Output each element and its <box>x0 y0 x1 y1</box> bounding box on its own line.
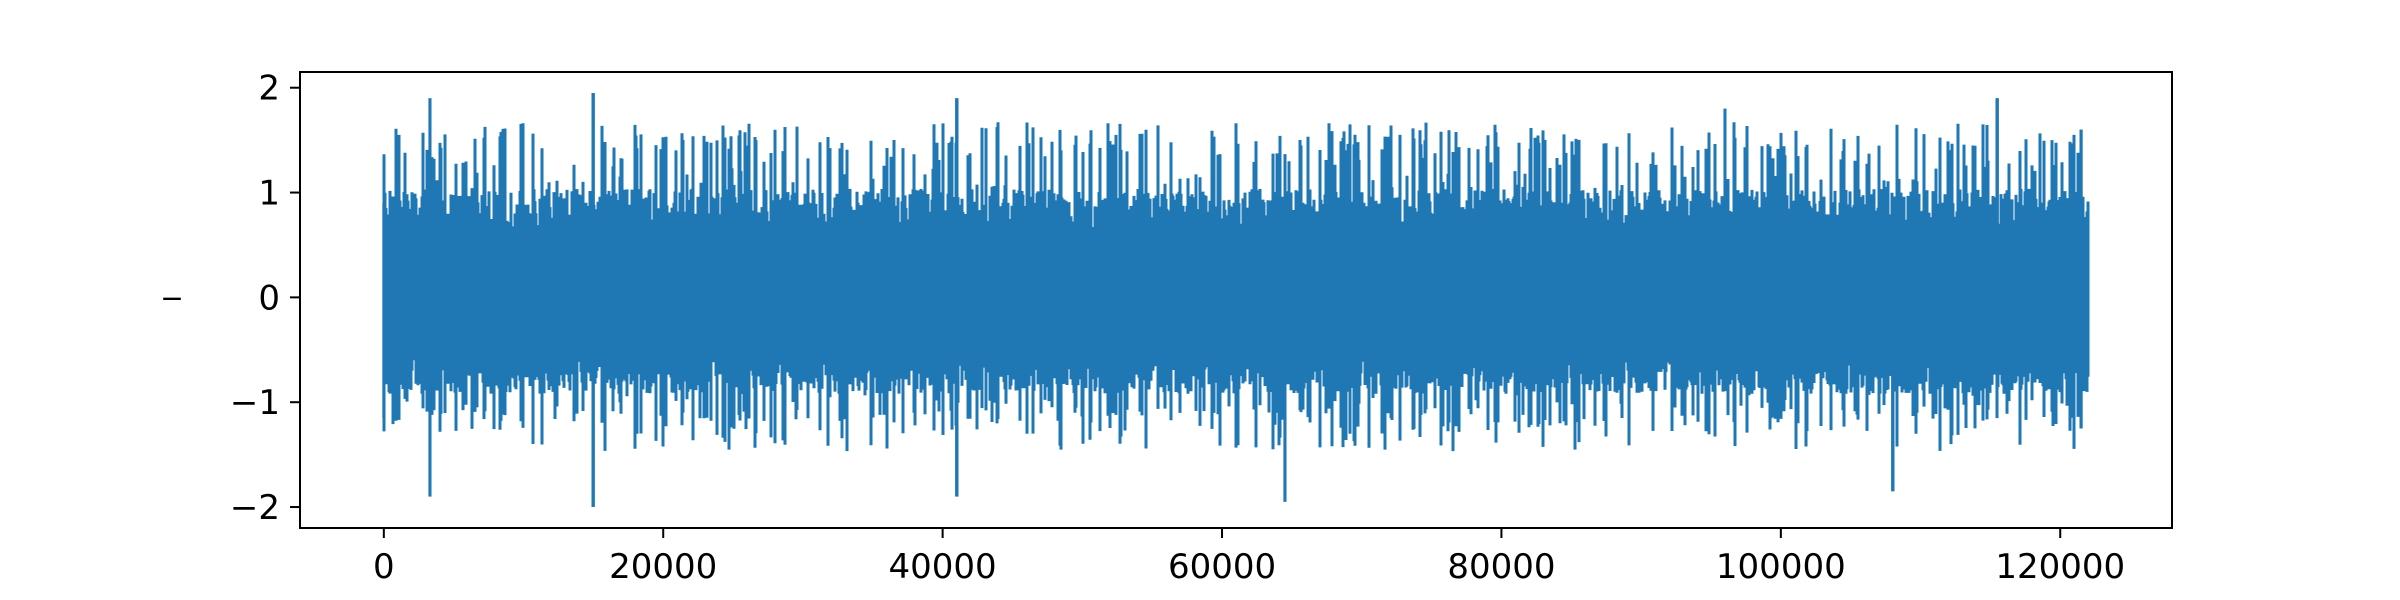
y-axis-label: _ <box>163 261 182 301</box>
plot-frame <box>299 71 2173 529</box>
y-tick-label: −1 <box>230 383 280 423</box>
x-tick-label: 100000 <box>1716 547 1846 587</box>
series-line <box>382 93 2090 507</box>
x-tick-label: 80000 <box>1447 547 1555 587</box>
y-tick-label: 2 <box>258 69 280 109</box>
y-tick-label: 0 <box>258 278 280 318</box>
x-axis: 0 20000 40000 60000 80000 100000 120000 <box>373 528 2125 587</box>
x-tick-label: 40000 <box>889 547 997 587</box>
x-tick-label: 60000 <box>1168 547 1276 587</box>
x-tick-label: 0 <box>373 547 395 587</box>
x-tick-label: 120000 <box>1995 547 2125 587</box>
y-tick-label: 1 <box>258 174 280 214</box>
y-axis: −2 −1 0 1 2 <box>230 69 300 528</box>
x-tick-label: 20000 <box>609 547 717 587</box>
series-layer <box>382 92 2090 508</box>
y-tick-label: −2 <box>230 488 280 528</box>
